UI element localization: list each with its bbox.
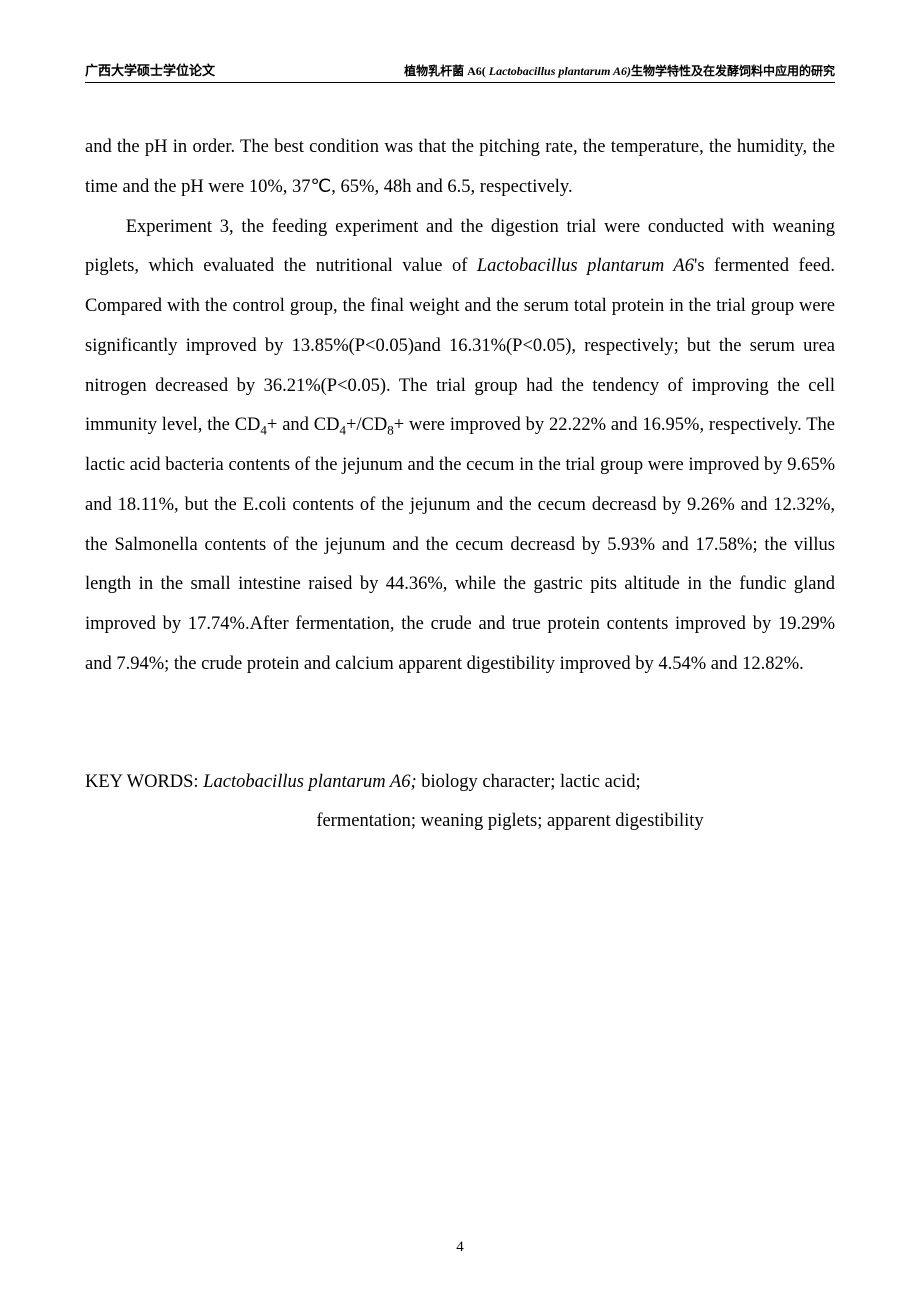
- para2-part5: + were improved by 22.22% and 16.95%, re…: [85, 415, 835, 674]
- keywords-section: KEY WORDS: Lactobacillus plantarum A6; b…: [85, 763, 835, 841]
- page-header: 广西大学硕士学位论文 植物乳杆菌 A6( Lactobacillus plant…: [85, 60, 835, 83]
- paragraph-2: Experiment 3, the feeding experiment and…: [85, 208, 835, 685]
- keywords-label: KEY WORDS:: [85, 772, 203, 792]
- header-right-prefix: 植物乳杆菌 A6(: [404, 64, 489, 78]
- keywords-line1-rest: biology character; lactic acid;: [421, 772, 640, 792]
- para2-italic1: Lactobacillus plantarum A6: [477, 256, 694, 276]
- page-number: 4: [456, 1239, 464, 1256]
- keywords-italic: Lactobacillus plantarum A6;: [203, 772, 421, 792]
- header-right-italic: Lactobacillus plantarum A6): [489, 64, 631, 78]
- paragraph-1: and the pH in order. The best condition …: [85, 128, 835, 208]
- keywords-line1: KEY WORDS: Lactobacillus plantarum A6; b…: [85, 763, 835, 802]
- para2-part3: + and CD: [267, 415, 340, 435]
- para2-part4: +/CD: [346, 415, 387, 435]
- para2-part2: 's fermented feed. Compared with the con…: [85, 256, 835, 435]
- header-right-text: 植物乳杆菌 A6( Lactobacillus plantarum A6)生物学…: [404, 62, 835, 79]
- header-left-text: 广西大学硕士学位论文: [85, 60, 215, 79]
- header-right-suffix: 生物学特性及在发酵饲料中应用的研究: [631, 64, 835, 78]
- keywords-line2: fermentation; weaning piglets; apparent …: [85, 802, 835, 841]
- body-content: and the pH in order. The best condition …: [85, 128, 835, 685]
